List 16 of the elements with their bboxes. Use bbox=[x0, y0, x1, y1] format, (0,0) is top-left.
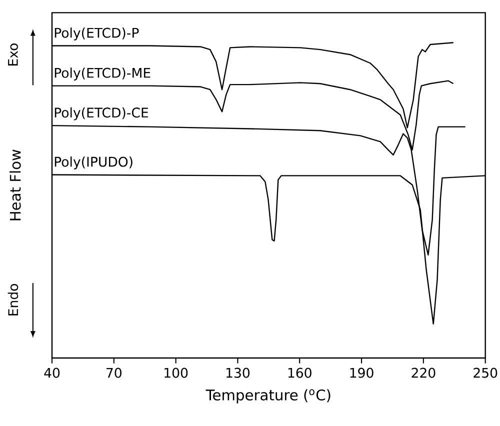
x-tick-label: 100 bbox=[164, 368, 188, 378]
x-tick-label: 160 bbox=[288, 368, 312, 378]
text: Exo bbox=[8, 44, 18, 66]
text: Endo bbox=[8, 284, 18, 316]
x-tick-label: 40 bbox=[44, 368, 60, 378]
x-tick-label: 130 bbox=[226, 368, 250, 378]
x-axis-title: Temperature ($^{o}$C) bbox=[206, 389, 330, 404]
series-label: Poly(ETCD)-ME bbox=[54, 68, 150, 80]
series-label: Poly(ETCD)-CE bbox=[54, 107, 148, 120]
x-tick-label: 190 bbox=[350, 368, 374, 378]
y-axis-title: Heat Flow bbox=[10, 150, 21, 220]
x-tick-label: 250 bbox=[474, 368, 498, 378]
x-tick-label: 220 bbox=[412, 368, 436, 378]
x-tick-label: 70 bbox=[106, 368, 122, 378]
legend-label: Poly(ETCD)-P bbox=[54, 28, 139, 40]
series-label: Poly(IPUDO) bbox=[54, 156, 132, 170]
